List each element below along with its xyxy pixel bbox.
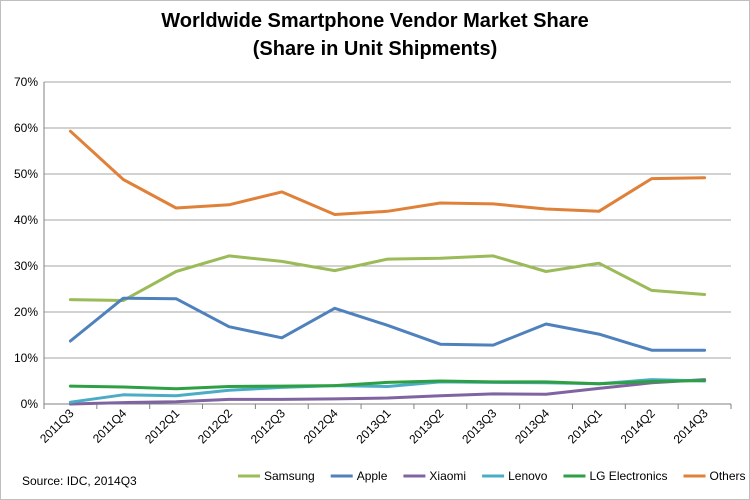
legend-label: Xiaomi	[429, 469, 466, 483]
series-line-others	[68, 129, 707, 216]
y-tick-label: 60%	[14, 121, 38, 135]
source-note: Source: IDC, 2014Q3	[22, 474, 137, 488]
y-tick-label: 20%	[14, 305, 38, 319]
y-tick-label: 0%	[21, 397, 39, 411]
chart-subtitle: (Share in Unit Shipments)	[252, 38, 498, 60]
x-tick-label: 2014Q1	[565, 406, 605, 446]
x-tick-label: 2013Q1	[354, 406, 394, 446]
x-tick-label: 2013Q3	[459, 406, 499, 446]
legend-label: LG Electronics	[589, 469, 667, 483]
x-tick-label: 2012Q4	[301, 406, 341, 446]
y-tick-label: 10%	[14, 351, 38, 365]
series-line-samsung	[68, 254, 707, 302]
x-tick-label: 2014Q3	[671, 406, 711, 446]
series-line-apple	[68, 296, 707, 352]
y-tick-label: 50%	[14, 167, 38, 181]
x-tick-label: 2012Q2	[195, 406, 235, 446]
series-line-xiaomi	[68, 378, 707, 406]
y-tick-label: 70%	[14, 75, 38, 89]
legend-label: Samsung	[264, 469, 315, 483]
series-line-lg-electronics	[68, 379, 707, 391]
x-tick-label: 2013Q4	[512, 406, 552, 446]
legend-label: Apple	[357, 469, 388, 483]
x-tick-label: 2012Q1	[142, 406, 182, 446]
y-tick-label: 40%	[14, 213, 38, 227]
x-tick-label: 2012Q3	[248, 406, 288, 446]
legend-label: Lenovo	[508, 469, 548, 483]
x-tick-label: 2013Q2	[406, 406, 446, 446]
x-tick-label: 2011Q3	[37, 406, 77, 446]
x-tick-label: 2014Q2	[618, 406, 658, 446]
legend-label: Others	[710, 469, 746, 483]
chart-title: Worldwide Smartphone Vendor Market Share	[161, 10, 589, 32]
x-tick-label: 2011Q4	[90, 406, 130, 446]
y-tick-label: 30%	[14, 259, 38, 273]
